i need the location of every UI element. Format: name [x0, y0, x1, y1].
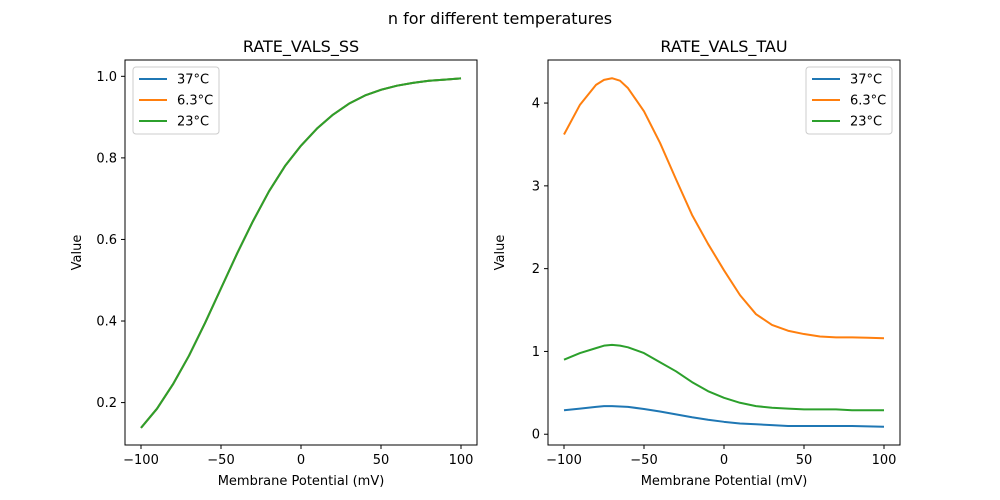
subplot2-series-line-2 [563, 343, 884, 412]
subplot1-x-tick-label: 100 [449, 453, 474, 468]
subplot1-legend-label: 6.3°C [177, 94, 213, 109]
subplot2-legend-label: 37°C [850, 73, 882, 88]
subplot2-y-tick-label: 2 [532, 262, 540, 277]
subplot-rate-vals-ss: −100 −50 0 50 100 0.2 0.4 0.6 0.8 1.0 Membrane Pot… [70, 37, 478, 489]
subplot1-y-tick-label: 0.6 [96, 233, 117, 248]
subplot1-x-tick-label: 0 [297, 453, 305, 468]
subplot2-legend-label: 6.3°C [850, 94, 886, 109]
subplot2-legend: 37°C 6.3°C 23°C [805, 66, 893, 135]
subplot2-legend-box [805, 66, 893, 135]
subplot2-x-axis-label: Membrane Potential (mV) [641, 474, 808, 489]
subplot1-title: RATE_VALS_SS [243, 37, 359, 57]
subplot1-series-group [140, 77, 462, 429]
subplot1-x-tick-label: −50 [207, 453, 234, 468]
subplot2-series-line-1 [563, 77, 885, 340]
subplot2-y-tick-label: 0 [532, 428, 540, 443]
subplot1-y-tick-label: 0.2 [96, 396, 117, 411]
subplot1-x-tick-label: −100 [123, 453, 159, 468]
subplot2-series-line-0 [563, 405, 885, 428]
subplot1-legend-box [132, 66, 220, 135]
subplot1-legend-label: 37°C [177, 73, 209, 88]
subplot1-y-axis-label: Value [70, 235, 85, 271]
subplot2-y-axis-label: Value [493, 235, 508, 271]
subplot2-x-tick-label: −50 [630, 453, 657, 468]
subplot2-series-group [563, 77, 885, 428]
subplot2-x-tick-label: 100 [872, 453, 897, 468]
subplot2-y-tick-label: 3 [532, 179, 540, 194]
subplot2-title: RATE_VALS_TAU [660, 37, 787, 57]
subplot1-legend-label: 23°C [177, 115, 209, 130]
subplot-rate-vals-tau: −100 −50 0 50 100 0 1 2 3 4 Membrane Potential (mV… [493, 37, 901, 489]
subplot1-y-tick-label: 0.8 [96, 151, 117, 166]
subplot1-y-tick-label: 1.0 [96, 70, 117, 85]
subplot2-y-tick-label: 4 [532, 97, 540, 112]
subplot2-y-tick-label: 1 [532, 345, 540, 360]
subplot2-x-tick-label: 50 [796, 453, 813, 468]
subplot1-legend: 37°C 6.3°C 23°C [132, 66, 220, 135]
subplot1-x-tick-label: 50 [373, 453, 390, 468]
subplot2-legend-label: 23°C [850, 115, 882, 130]
subplot2-x-tick-label: −100 [546, 453, 582, 468]
subplot1-y-tick-label: 0.4 [96, 315, 117, 330]
figure-suptitle: n for different temperatures [388, 9, 612, 28]
subplot2-x-tick-label: 0 [720, 453, 728, 468]
subplot1-series-line-2 [140, 77, 462, 429]
subplot1-x-axis-label: Membrane Potential (mV) [218, 474, 385, 489]
